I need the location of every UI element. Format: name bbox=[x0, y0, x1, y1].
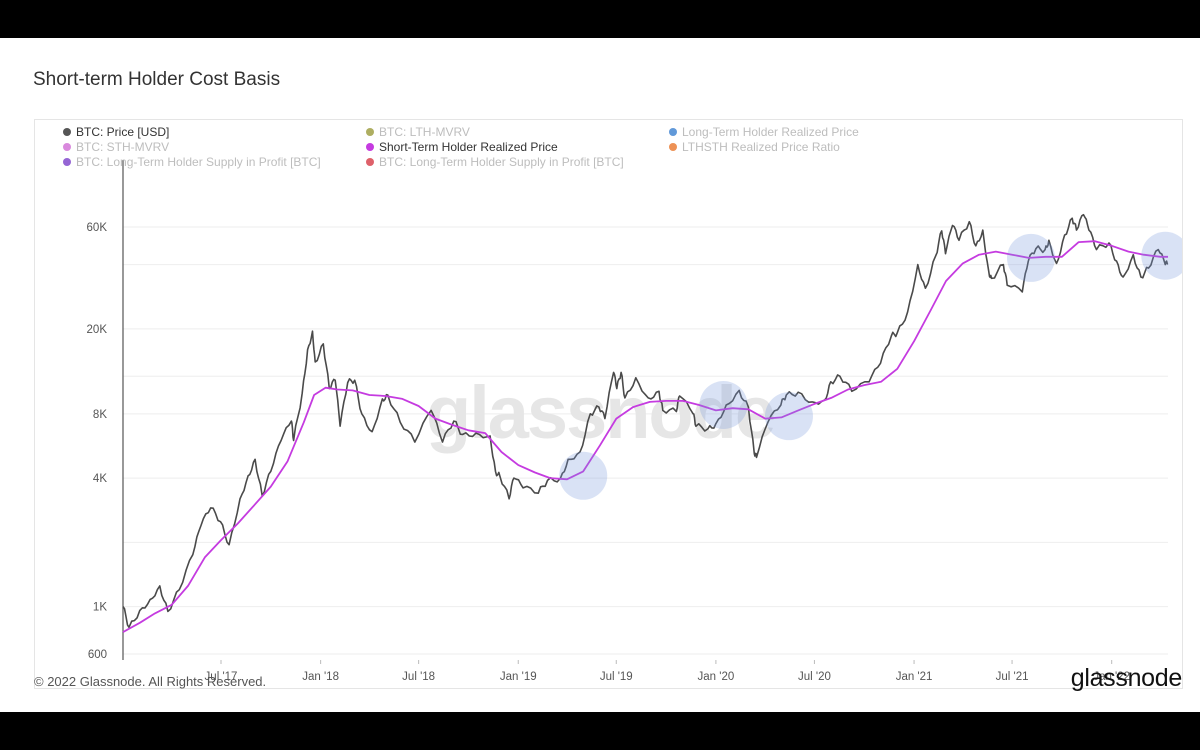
legend-label: LTHSTH Realized Price Ratio bbox=[682, 140, 840, 154]
x-tick-label: Jul '17 bbox=[205, 671, 238, 683]
legend-dot-icon bbox=[366, 128, 374, 136]
highlight-circle bbox=[1141, 231, 1182, 280]
x-tick-label: Jul '19 bbox=[600, 671, 633, 683]
highlight-circle bbox=[1007, 233, 1056, 282]
x-tick-label: Jul '21 bbox=[996, 671, 1029, 683]
x-tick-label: Jan '22 bbox=[1093, 671, 1130, 683]
legend-dot-icon bbox=[63, 143, 71, 151]
highlight-circle bbox=[559, 451, 608, 500]
y-tick-label: 600 bbox=[88, 649, 107, 661]
highlight-circle bbox=[764, 392, 813, 441]
legend-item-1[interactable]: BTC: LTH-MVRV bbox=[366, 125, 470, 139]
glassnode-logo: glassnode bbox=[1070, 664, 1183, 692]
y-tick-label: 1K bbox=[93, 602, 107, 614]
y-tick-label: 8K bbox=[93, 409, 107, 421]
legend-dot-icon bbox=[366, 143, 374, 151]
legend-dot-icon bbox=[669, 143, 677, 151]
x-tick-label: Jan '18 bbox=[302, 671, 339, 683]
chart-svg: 600 1K 4K 8K 20K 60K Jul '17 Jan '18 Jul '18 Jan … bbox=[87, 160, 1182, 683]
legend-label: Long-Term Holder Realized Price bbox=[682, 125, 859, 139]
legend-item-0[interactable]: BTC: Price [USD] bbox=[63, 125, 169, 139]
watermark: glassnode bbox=[426, 371, 774, 454]
x-tick-label: Jan '20 bbox=[698, 671, 735, 683]
legend-item-6[interactable]: BTC: Long-Term Holder Supply in Profit [… bbox=[63, 155, 321, 169]
legend-dot-icon bbox=[669, 128, 677, 136]
y-tick-label: 60K bbox=[87, 222, 108, 234]
legend-label: BTC: Long-Term Holder Supply in Profit [… bbox=[379, 155, 624, 169]
x-tick-label: Jan '19 bbox=[500, 671, 537, 683]
legend-item-3[interactable]: BTC: STH-MVRV bbox=[63, 140, 169, 154]
legend-item-5[interactable]: LTHSTH Realized Price Ratio bbox=[669, 140, 840, 154]
btc-price-line bbox=[122, 213, 1169, 629]
y-tick-label: 4K bbox=[93, 473, 107, 485]
legend-label: BTC: Long-Term Holder Supply in Profit [… bbox=[76, 155, 321, 169]
legend-label: BTC: Price [USD] bbox=[76, 125, 170, 139]
page-title: Short-term Holder Cost Basis bbox=[33, 69, 281, 90]
legend-label: BTC: STH-MVRV bbox=[76, 140, 170, 154]
legend-dot-icon bbox=[63, 128, 71, 136]
legend-item-7[interactable]: BTC: Long-Term Holder Supply in Profit [… bbox=[366, 155, 624, 169]
legend-dot-icon bbox=[63, 158, 71, 166]
legend-label: Short-Term Holder Realized Price bbox=[379, 140, 558, 154]
sth-realized-price-line bbox=[122, 240, 1168, 633]
chart-panel: Short-term Holder Cost Basis 600 1K 4K 8K 20… bbox=[0, 38, 1200, 712]
x-tick-label: Jan '21 bbox=[896, 671, 933, 683]
highlight-circle bbox=[699, 380, 748, 429]
y-tick-label: 20K bbox=[87, 324, 108, 336]
legend-item-4[interactable]: Short-Term Holder Realized Price bbox=[366, 140, 558, 154]
chart-container: 600 1K 4K 8K 20K 60K Jul '17 Jan '18 Jul '18 Jan … bbox=[34, 119, 1183, 689]
x-tick-label: Jul '18 bbox=[402, 671, 435, 683]
legend-dot-icon bbox=[366, 158, 374, 166]
copyright-text: © 2022 Glassnode. All Rights Reserved. bbox=[34, 674, 267, 689]
legend-item-2[interactable]: Long-Term Holder Realized Price bbox=[669, 125, 859, 139]
legend-label: BTC: LTH-MVRV bbox=[379, 125, 470, 139]
x-tick-label: Jul '20 bbox=[798, 671, 831, 683]
